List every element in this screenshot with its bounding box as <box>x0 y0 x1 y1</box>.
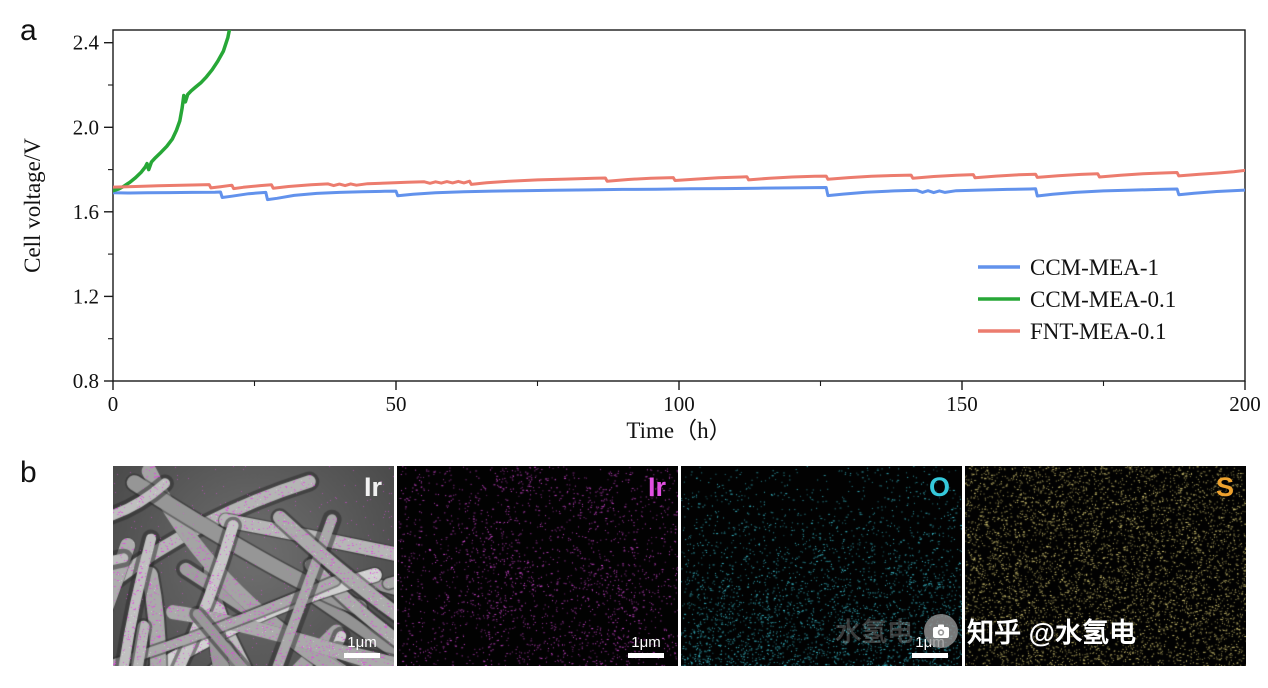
x-tick-label: 50 <box>386 392 407 416</box>
watermark-text: 知乎 @水氢电 <box>967 618 1136 648</box>
y-tick-label: 2.0 <box>73 115 99 139</box>
camera-icon <box>924 613 959 648</box>
x-tick-label: 200 <box>1229 392 1261 416</box>
element-label-o: O <box>928 472 950 502</box>
y-tick-label: 2.4 <box>73 31 100 55</box>
scalebar-bar <box>628 653 664 658</box>
series-CCM-MEA-1 <box>113 186 1245 202</box>
eds-o-map-canvas <box>681 466 962 666</box>
voltage-time-chart: 0.8 1.2 1.6 2.0 2.4 0 50 100 150 200 Time（h） Cell v… <box>20 29 1261 443</box>
x-tick-label: 0 <box>108 392 119 416</box>
x-axis-title: Time（h） <box>626 418 731 443</box>
y-axis-title: Cell voltage/V <box>20 138 45 273</box>
eds-s-map-tile: S <box>965 466 1246 666</box>
panel-b-label: b <box>20 456 37 489</box>
legend-label-CCM-MEA-1: CCM-MEA-1 <box>1030 255 1159 280</box>
panel-a-label: a <box>20 14 37 47</box>
eds-ir-map-canvas <box>397 466 678 666</box>
watermark: 水氢电 知乎 @水氢电 <box>835 611 1136 650</box>
legend-label-FNT-MEA-0.1: FNT-MEA-0.1 <box>1030 319 1167 344</box>
series-CCM-MEA-0.1 <box>113 30 232 193</box>
element-label-s: S <box>1215 472 1234 502</box>
x-tick-label: 150 <box>946 392 978 416</box>
element-label-ir-sem: Ir <box>363 472 382 502</box>
scalebar-bar <box>344 653 380 658</box>
watermark-ghost-text: 水氢电 <box>835 617 914 647</box>
scalebar-text: 1μm <box>347 634 377 651</box>
scalebar-text: 1μm <box>631 634 661 651</box>
scalebar: 1μm <box>344 635 380 658</box>
scalebar-bar <box>912 653 948 658</box>
series-FNT-MEA-0.1 <box>113 168 1245 191</box>
sem-ir-overlay-tile: Ir 1μm <box>113 466 394 666</box>
scalebar: 1μm <box>628 635 664 658</box>
y-tick-label: 0.8 <box>73 369 99 393</box>
element-label-ir: Ir <box>647 472 666 502</box>
x-tick-label: 100 <box>663 392 695 416</box>
eds-s-map-canvas <box>965 466 1246 666</box>
y-tick-label: 1.6 <box>73 200 99 224</box>
y-tick-label: 1.2 <box>73 284 99 308</box>
eds-ir-map-tile: Ir 1μm <box>397 466 678 666</box>
sem-ir-overlay-canvas <box>113 466 394 666</box>
eds-o-map-tile: O 1μm <box>681 466 962 666</box>
legend-label-CCM-MEA-0.1: CCM-MEA-0.1 <box>1030 287 1176 312</box>
eds-mapping-strip: Ir 1μm Ir 1μm O 1μm S 水氢电 <box>113 466 1246 666</box>
